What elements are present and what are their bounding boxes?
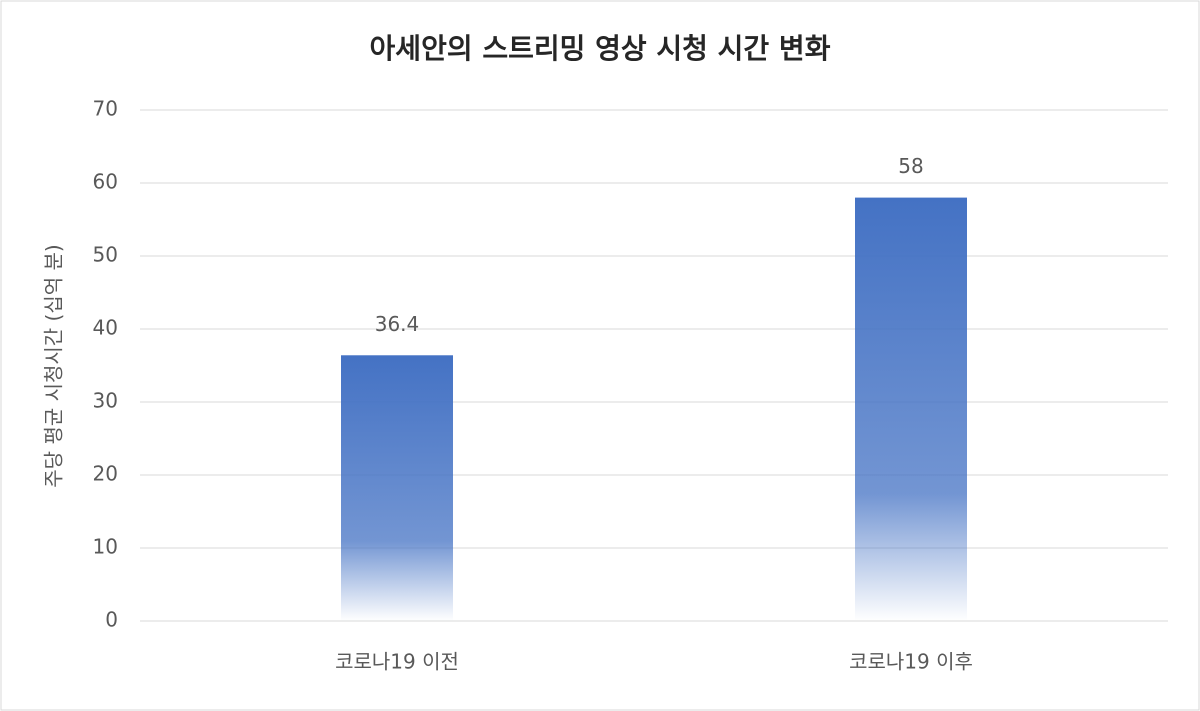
bar [341,355,453,621]
y-tick-label: 30 [93,389,118,413]
y-tick-label: 10 [93,535,118,559]
y-tick-label: 20 [93,462,118,486]
data-label: 58 [898,154,923,178]
y-tick-label: 50 [93,243,118,267]
y-tick-label: 40 [93,316,118,340]
x-tick-label: 코로나19 이후 [849,650,973,674]
chart-title: 아세안의 스트리밍 영상 시청 시간 변화 [370,32,831,65]
y-tick-label: 60 [93,170,118,194]
data-label: 36.4 [375,312,420,336]
y-tick-label: 0 [105,608,118,632]
y-axis-label: 주당 평균 시청시간 (십억 분) [42,244,66,487]
x-tick-label: 코로나19 이전 [335,650,459,674]
y-tick-label: 70 [93,97,118,121]
bar [855,197,967,621]
